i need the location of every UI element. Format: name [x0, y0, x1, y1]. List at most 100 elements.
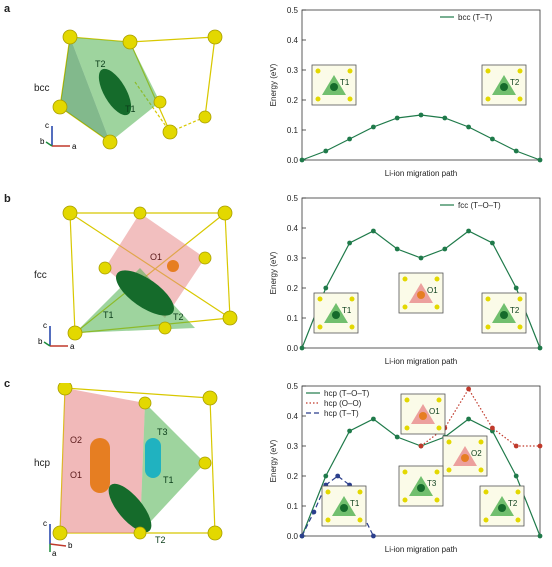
bcc-site-label-t2: T2 — [95, 59, 106, 69]
data-point — [418, 112, 424, 118]
data-point — [466, 228, 471, 234]
structure-label-fcc: fcc — [34, 270, 47, 281]
hcp-site-label-o2: O2 — [70, 435, 82, 445]
inset-atom — [325, 517, 331, 523]
inset-label: T1 — [340, 78, 350, 87]
inset-atom — [349, 296, 355, 302]
inset-atom — [357, 517, 363, 523]
structure-label-bcc: bcc — [34, 83, 50, 94]
inset-label: T3 — [427, 479, 437, 488]
y-tick-label: 0.1 — [287, 502, 299, 511]
data-point — [490, 136, 495, 142]
inset-atom — [485, 68, 491, 74]
structure-label-hcp: hcp — [34, 458, 51, 469]
site-inset: T1 — [311, 64, 357, 106]
inset-label: T1 — [350, 499, 360, 508]
site-inset: T3 — [398, 465, 444, 507]
inset-atom — [402, 276, 408, 282]
data-point — [490, 240, 495, 246]
inset-li-ion — [417, 484, 425, 492]
axis-triad-b-c: c — [43, 321, 47, 330]
hcp-crystal-illustration: O2 T3 O1 T1 T2 — [52, 383, 223, 545]
inset-li-ion — [419, 412, 427, 420]
inset-atom — [517, 324, 523, 330]
site-inset: T2 — [481, 64, 527, 106]
data-point — [537, 345, 543, 351]
inset-atom — [515, 517, 521, 523]
site-inset: T2 — [481, 292, 527, 334]
data-point — [323, 148, 329, 154]
plot-frame — [301, 197, 541, 349]
y-tick-label: 0.3 — [287, 254, 299, 263]
data-point — [371, 228, 376, 234]
data-point — [490, 425, 495, 431]
data-point — [371, 416, 376, 422]
site-inset: O2 — [442, 435, 488, 477]
data-point — [537, 533, 543, 539]
inset-label: O2 — [471, 449, 482, 458]
plot-frame — [301, 9, 541, 161]
y-axis-label: Energy (eV) — [269, 439, 278, 482]
inset-atom — [517, 96, 523, 102]
inset-atom — [434, 276, 440, 282]
axis-triad-c-b: b — [68, 541, 73, 550]
inset-atom — [404, 425, 410, 431]
inset-label: O1 — [427, 286, 438, 295]
inset-label: T2 — [508, 499, 518, 508]
inset-atom — [517, 296, 523, 302]
bcc-crystal-illustration: T2 T1 — [52, 29, 223, 150]
axis-triad-c: c b a — [43, 519, 73, 556]
data-point — [466, 124, 471, 130]
inset-atom — [434, 304, 440, 310]
bcc-site-label-t1: T1 — [125, 104, 136, 114]
x-axis-label: Li-ion migration path — [385, 545, 457, 554]
inset-atom — [483, 517, 489, 523]
fcc-crystal-illustration: O1 T1 T2 — [62, 205, 238, 341]
data-point — [513, 473, 519, 479]
inset-atom — [357, 489, 363, 495]
plot-frame — [301, 385, 541, 537]
inset-atom — [317, 324, 323, 330]
y-tick-label: 0.4 — [287, 36, 299, 45]
y-tick-label: 0.2 — [287, 472, 299, 481]
inset-label: T1 — [342, 306, 352, 315]
data-point — [537, 443, 543, 449]
inset-atom — [402, 304, 408, 310]
y-tick-label: 0.0 — [287, 344, 299, 353]
inset-label: T2 — [510, 306, 520, 315]
inset-atom — [478, 439, 484, 445]
data-point — [299, 157, 305, 163]
panel-letter-c: c — [4, 378, 11, 390]
x-axis-label: Li-ion migration path — [385, 357, 457, 366]
data-point — [537, 157, 543, 163]
inset-atom — [315, 68, 321, 74]
axis-triad-a-a: a — [72, 142, 77, 151]
inset-atom — [515, 489, 521, 495]
legend-entry: bcc (T–T) — [458, 13, 493, 22]
hcp-site-label-t1: T1 — [163, 475, 174, 485]
data-point — [418, 255, 424, 261]
data-point — [513, 148, 519, 154]
y-tick-label: 0.0 — [287, 156, 299, 165]
axis-triad-b-a: a — [70, 342, 75, 351]
y-tick-label: 0.5 — [287, 6, 299, 15]
data-point — [299, 345, 305, 351]
site-inset: O1 — [398, 272, 444, 314]
data-point — [347, 136, 352, 142]
data-point — [323, 285, 329, 291]
y-tick-label: 0.5 — [287, 194, 299, 203]
data-point — [323, 473, 329, 479]
inset-li-ion — [332, 311, 340, 319]
inset-atom — [347, 68, 353, 74]
legend-entry: hcp (T–T) — [324, 409, 359, 418]
hcp-site-label-t3: T3 — [157, 427, 168, 437]
inset-atom — [478, 467, 484, 473]
inset-li-ion — [330, 83, 338, 91]
inset-atom — [434, 469, 440, 475]
data-point — [394, 434, 400, 440]
inset-atom — [434, 497, 440, 503]
y-tick-label: 0.4 — [287, 224, 299, 233]
data-point — [335, 473, 341, 479]
inset-li-ion — [500, 311, 508, 319]
inset-li-ion — [461, 454, 469, 462]
